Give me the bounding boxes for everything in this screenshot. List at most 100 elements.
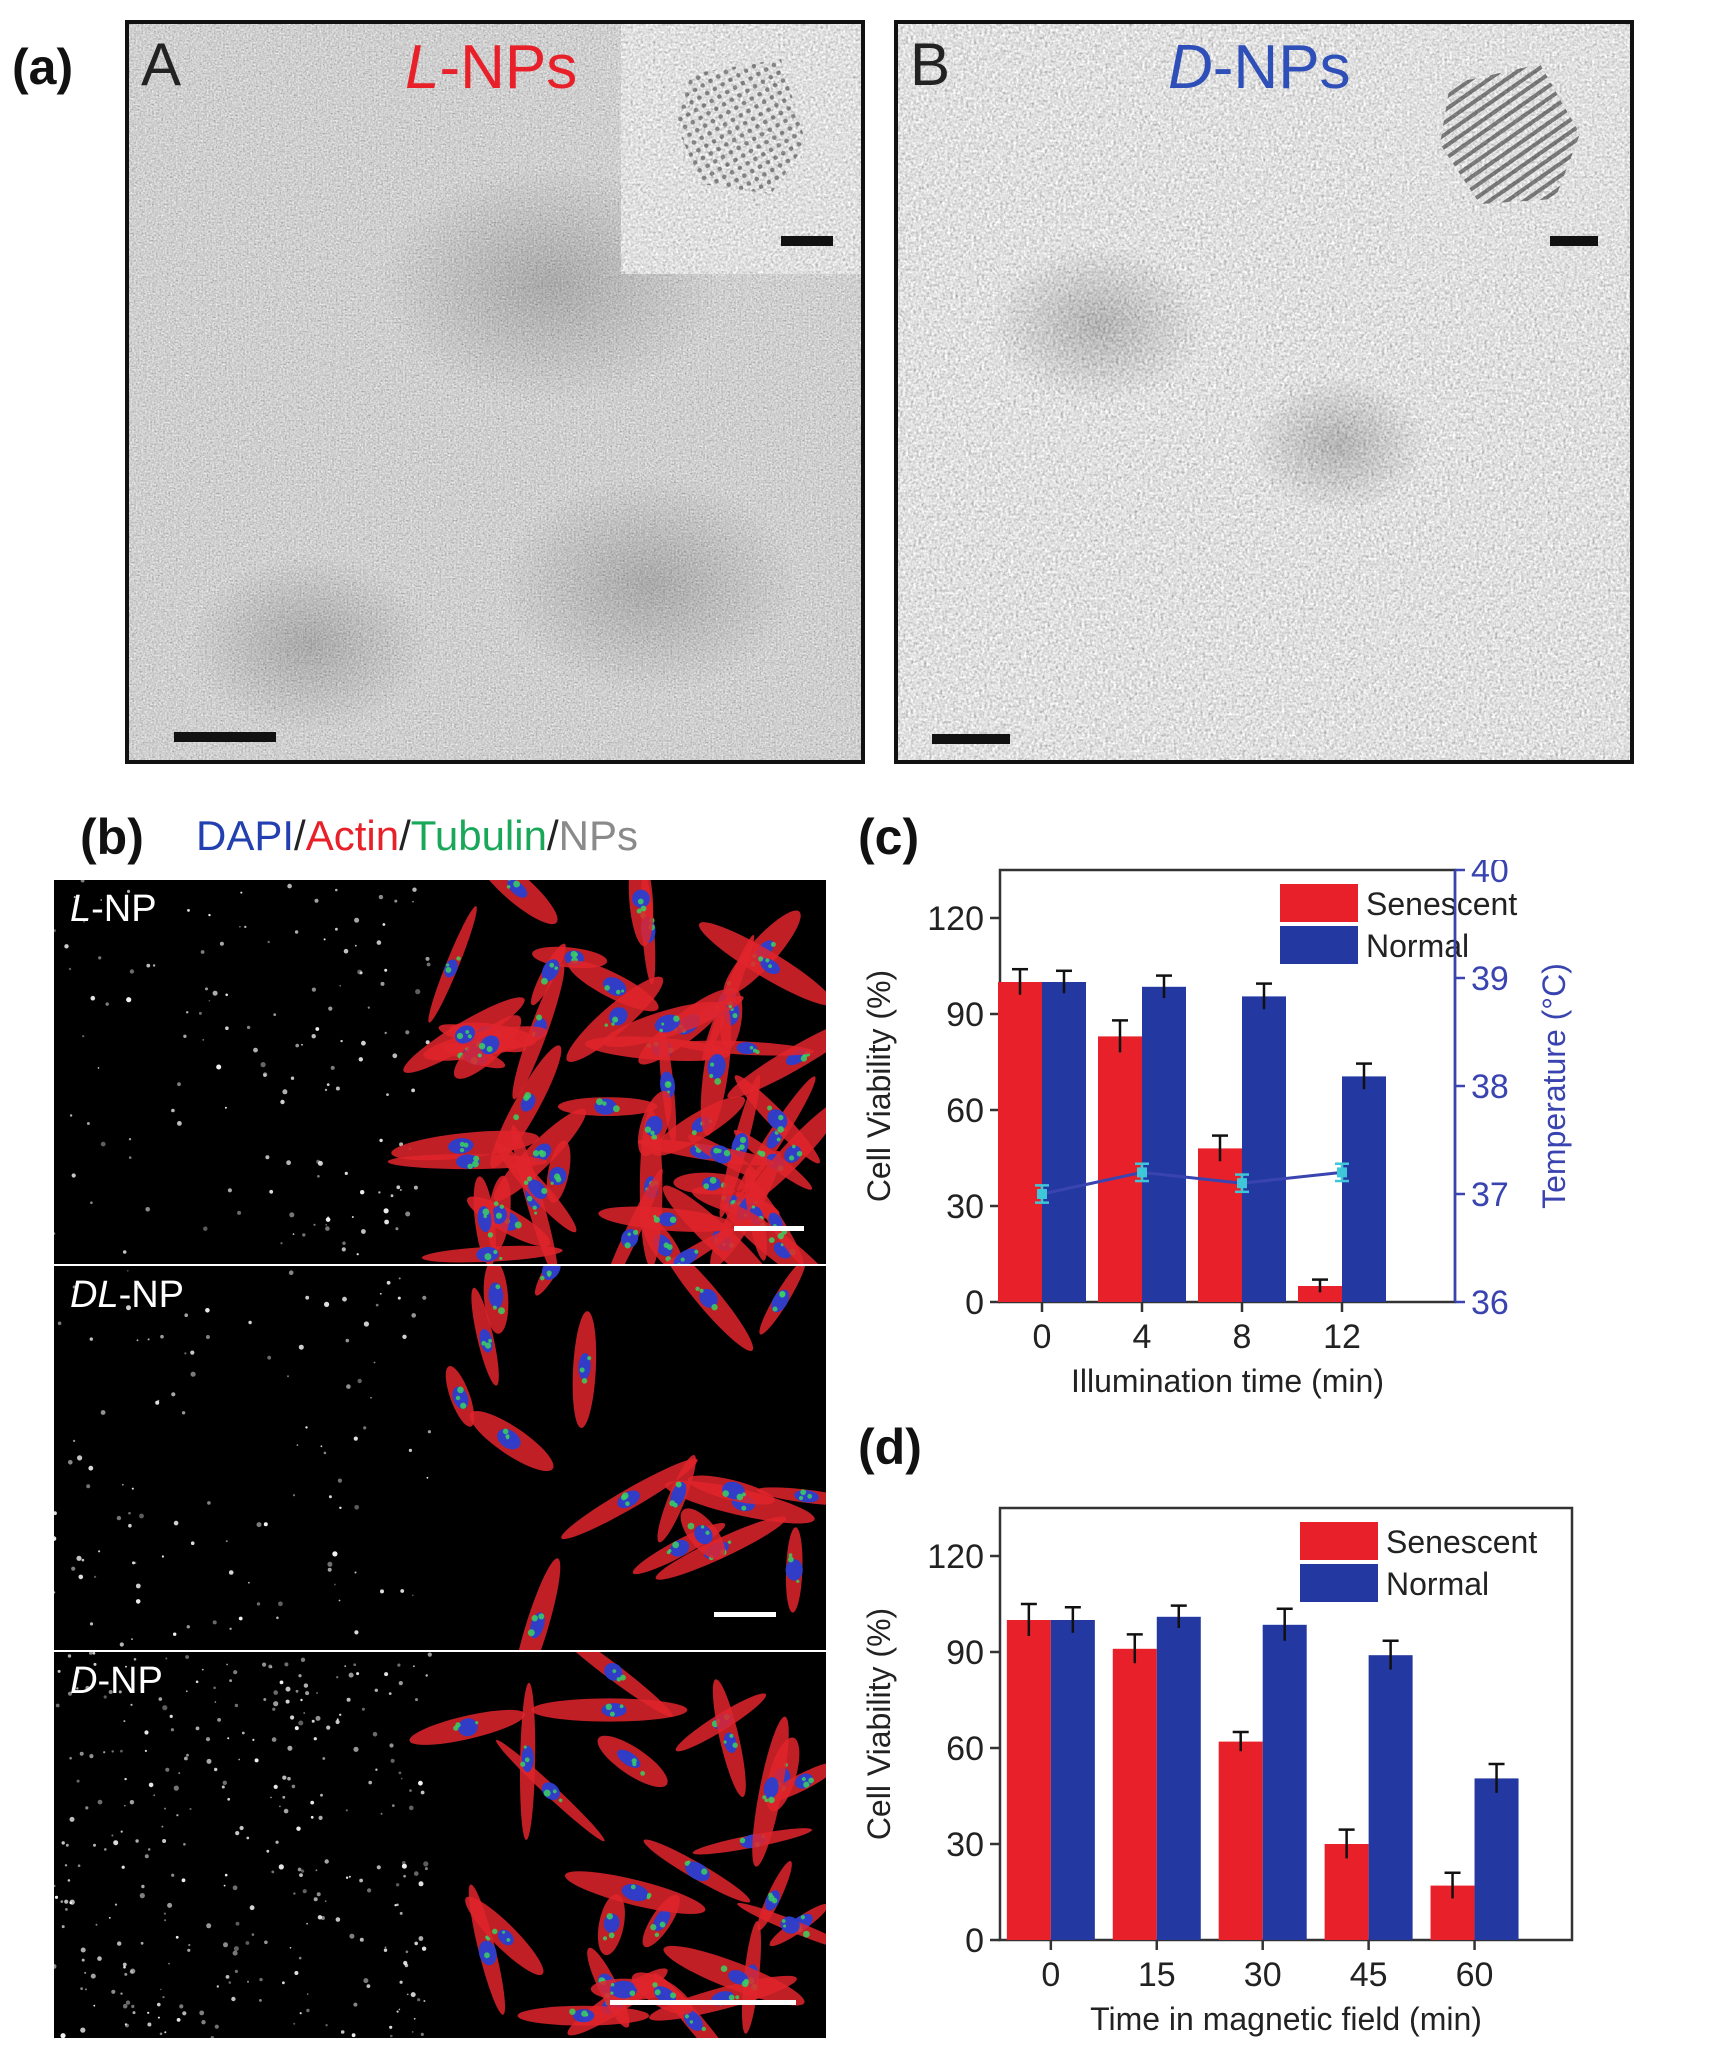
np-dot	[221, 1785, 225, 1789]
np-dot	[131, 1487, 134, 1490]
bar-normal	[1156, 1616, 1201, 1940]
np-dot	[311, 987, 316, 992]
np-dot	[186, 1753, 189, 1757]
np-dot	[121, 1483, 124, 1486]
np-dot	[289, 1947, 292, 1949]
np-dot	[177, 1121, 182, 1126]
np-dot	[292, 1233, 295, 1235]
np-dot	[248, 1320, 252, 1325]
cell	[661, 1266, 754, 1352]
np-dot	[89, 1337, 93, 1341]
bar-senescent	[1098, 1036, 1142, 1302]
np-dot	[54, 1536, 57, 1541]
np-dot	[103, 1751, 106, 1754]
np-dot	[380, 981, 385, 986]
np-dot	[105, 1002, 109, 1006]
np-dot	[57, 1669, 61, 1673]
np-dot	[195, 1680, 199, 1684]
np-dot	[207, 1501, 211, 1505]
np-dot	[89, 1652, 93, 1655]
np-dot	[405, 1030, 410, 1035]
np-dot	[145, 1207, 150, 1212]
np-dot	[287, 1745, 293, 1751]
np-dot	[67, 1691, 73, 1696]
np-dot	[69, 1756, 72, 1760]
np-dot	[291, 1784, 296, 1789]
inset-scale-bar	[1550, 236, 1598, 246]
y-tick-label: 120	[927, 900, 984, 938]
np-dot	[228, 1570, 234, 1575]
np-dot	[90, 1201, 93, 1204]
x-tick-label: 0	[1041, 1956, 1060, 1994]
np-dot	[326, 1083, 330, 1086]
np-dot	[390, 1758, 395, 1763]
np-dot	[161, 1825, 164, 1828]
cell	[550, 1652, 673, 1717]
scale-bar	[714, 1612, 776, 1617]
np-dot	[361, 1707, 365, 1711]
bar-normal	[1262, 1624, 1307, 1940]
np-dot	[61, 1841, 65, 1845]
np-dot	[98, 956, 102, 960]
np-dot	[184, 1352, 187, 1355]
np-dot	[420, 2032, 424, 2036]
np-dot	[184, 1313, 188, 1317]
np-dot	[183, 1034, 187, 1038]
np-dot	[279, 1805, 281, 1808]
hrtem-inset-l	[621, 24, 861, 274]
cell	[752, 1716, 789, 1867]
np-dot	[80, 880, 85, 883]
np-dot	[232, 1950, 238, 1956]
np-dot	[122, 1250, 127, 1254]
np-dot	[120, 1830, 123, 1833]
np-dot	[414, 1941, 419, 1946]
np-dot	[118, 1690, 122, 1694]
np-dot	[273, 1701, 279, 1707]
cell	[597, 1894, 625, 1956]
d-nps-title-italic: D	[1168, 33, 1213, 102]
cell	[692, 1828, 812, 1855]
np-dot	[412, 1594, 414, 1597]
np-dot	[71, 1566, 76, 1571]
np-dot	[217, 1718, 222, 1722]
np-dot	[306, 1993, 309, 1995]
np-dot	[262, 1662, 267, 1667]
np-dot	[376, 1865, 381, 1870]
np-dot	[248, 1581, 250, 1584]
cell	[546, 1140, 571, 1203]
np-dot	[247, 1980, 249, 1983]
np-dot	[226, 1663, 229, 1666]
np-dot	[413, 1185, 418, 1190]
np-dot	[97, 1799, 103, 1805]
np-dot	[212, 990, 218, 996]
np-dot	[425, 1040, 430, 1045]
np-dot	[216, 1064, 222, 1070]
cell	[748, 1178, 804, 1264]
np-dot	[268, 1664, 273, 1669]
np-dot	[238, 1616, 243, 1621]
y-tick-label: 90	[946, 996, 984, 1034]
np-dot	[399, 1911, 403, 1915]
np-dot	[81, 1958, 85, 1962]
np-dot	[278, 1601, 283, 1607]
np-dot	[122, 2003, 128, 2009]
y2-axis-label: Temperature (°C)	[1536, 963, 1572, 1209]
np-dot	[412, 1665, 415, 1668]
np-dot	[325, 2024, 328, 2027]
y2-tick-label: 37	[1471, 1176, 1509, 1214]
cell	[493, 1108, 586, 1202]
np-dot	[219, 941, 224, 946]
np-dot	[412, 887, 417, 892]
np-dot	[344, 1171, 348, 1175]
np-dot	[372, 1731, 378, 1737]
np-dot	[354, 1630, 359, 1635]
np-dot	[395, 1227, 399, 1231]
cell	[561, 1458, 698, 1540]
np-dot	[315, 1027, 320, 1031]
np-dot	[100, 1141, 106, 1147]
np-dot	[426, 1476, 429, 1479]
np-dot	[335, 1917, 341, 1922]
np-dot	[203, 1226, 208, 1231]
np-dot	[68, 967, 72, 971]
np-dot	[278, 1864, 284, 1870]
